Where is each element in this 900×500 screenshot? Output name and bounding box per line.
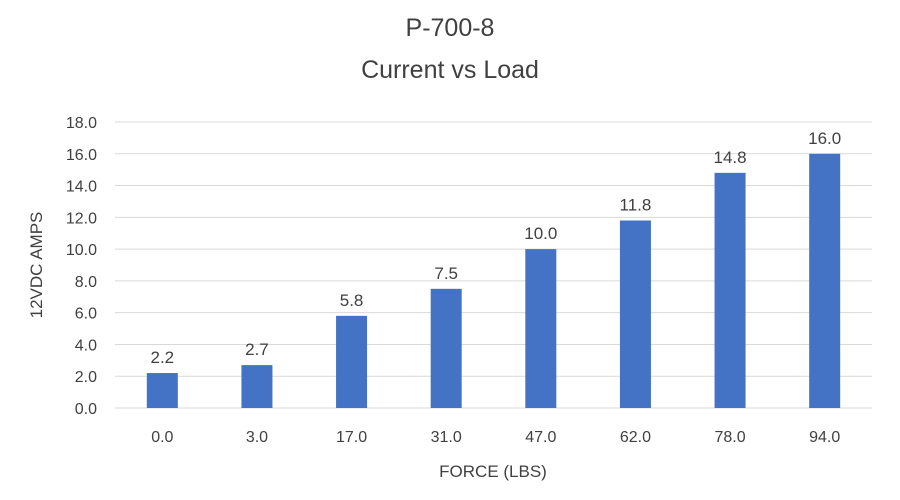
bar bbox=[430, 288, 462, 408]
y-tick-label: 2.0 bbox=[75, 369, 97, 386]
y-tick-label: 12.0 bbox=[66, 210, 97, 227]
bar bbox=[525, 249, 557, 408]
y-tick-label: 6.0 bbox=[75, 306, 97, 323]
x-tick-label: 0.0 bbox=[151, 429, 173, 446]
y-tick-label: 16.0 bbox=[66, 147, 97, 164]
x-tick-label: 31.0 bbox=[431, 429, 462, 446]
data-label: 2.7 bbox=[245, 340, 269, 359]
y-axis-label: 12VDC AMPS bbox=[27, 212, 46, 319]
y-tick-label: 18.0 bbox=[66, 115, 97, 132]
bar bbox=[146, 373, 178, 408]
y-tick-label: 10.0 bbox=[66, 242, 97, 259]
gridlines bbox=[115, 121, 872, 409]
y-tick-label: 0.0 bbox=[75, 401, 97, 418]
x-tick-label: 47.0 bbox=[525, 429, 556, 446]
x-tick-label: 17.0 bbox=[336, 429, 367, 446]
bar bbox=[809, 153, 841, 408]
x-axis-label: FORCE (LBS) bbox=[439, 462, 547, 481]
bar bbox=[336, 315, 368, 408]
bars bbox=[146, 153, 841, 408]
x-tick-label: 94.0 bbox=[809, 429, 840, 446]
y-tick-label: 14.0 bbox=[66, 179, 97, 196]
data-label: 14.8 bbox=[714, 148, 747, 167]
data-label: 16.0 bbox=[808, 129, 841, 148]
data-label: 5.8 bbox=[340, 291, 364, 310]
x-axis-ticks: 0.0 3.0 17.0 31.0 47.0 62.0 78.0 94.0 bbox=[151, 429, 840, 446]
chart-title: P-700-8 bbox=[405, 14, 495, 42]
bar bbox=[619, 220, 651, 408]
x-tick-label: 78.0 bbox=[714, 429, 745, 446]
data-labels: 2.2 2.7 5.8 7.5 10.0 11.8 14.8 16.0 bbox=[150, 129, 841, 367]
data-label: 7.5 bbox=[434, 264, 458, 283]
data-label: 11.8 bbox=[620, 196, 652, 215]
chart-subtitle: Current vs Load bbox=[361, 56, 539, 84]
y-axis-ticks: 0.0 2.0 4.0 6.0 8.0 10.0 12.0 14.0 16.0 18.0 bbox=[66, 115, 97, 418]
bar bbox=[241, 365, 273, 408]
y-tick-label: 8.0 bbox=[75, 274, 97, 291]
data-label: 10.0 bbox=[524, 224, 557, 243]
bar bbox=[714, 172, 746, 408]
data-label: 2.2 bbox=[150, 348, 174, 367]
x-tick-label: 62.0 bbox=[620, 429, 651, 446]
x-tick-label: 3.0 bbox=[246, 429, 268, 446]
y-tick-label: 4.0 bbox=[75, 337, 97, 354]
